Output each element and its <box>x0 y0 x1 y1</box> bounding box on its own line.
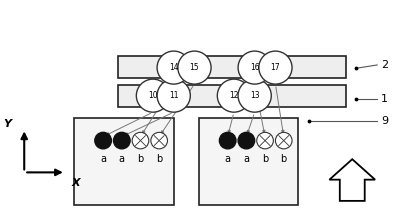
Text: a: a <box>100 154 106 164</box>
Ellipse shape <box>238 51 271 84</box>
Bar <box>74 118 174 205</box>
Text: 13: 13 <box>250 91 260 100</box>
Ellipse shape <box>132 132 149 149</box>
Text: a: a <box>225 154 231 164</box>
Text: 16: 16 <box>250 63 260 72</box>
Bar <box>199 118 298 205</box>
Text: a: a <box>119 154 125 164</box>
Ellipse shape <box>151 132 168 149</box>
Ellipse shape <box>238 79 271 112</box>
Ellipse shape <box>259 51 292 84</box>
Ellipse shape <box>114 132 130 149</box>
Text: 14: 14 <box>169 63 178 72</box>
Text: b: b <box>280 154 287 164</box>
Ellipse shape <box>257 132 273 149</box>
Ellipse shape <box>157 51 190 84</box>
Polygon shape <box>329 159 375 201</box>
Ellipse shape <box>178 51 211 84</box>
Bar <box>117 56 346 78</box>
Ellipse shape <box>95 132 112 149</box>
Text: 12: 12 <box>229 91 239 100</box>
Text: b: b <box>156 154 162 164</box>
Text: Y: Y <box>4 119 12 129</box>
Bar <box>117 85 346 107</box>
Text: 17: 17 <box>270 63 280 72</box>
Text: 2: 2 <box>381 60 388 70</box>
Text: X: X <box>72 178 81 188</box>
Ellipse shape <box>238 132 255 149</box>
Text: 10: 10 <box>148 91 158 100</box>
Ellipse shape <box>157 79 190 112</box>
Ellipse shape <box>275 132 292 149</box>
Ellipse shape <box>219 132 236 149</box>
Text: b: b <box>262 154 268 164</box>
Text: 9: 9 <box>381 116 388 126</box>
Ellipse shape <box>217 79 250 112</box>
Text: a: a <box>243 154 250 164</box>
Text: 11: 11 <box>169 91 178 100</box>
Text: 1: 1 <box>381 94 388 104</box>
Text: b: b <box>138 154 144 164</box>
Ellipse shape <box>136 79 170 112</box>
Text: 15: 15 <box>190 63 199 72</box>
